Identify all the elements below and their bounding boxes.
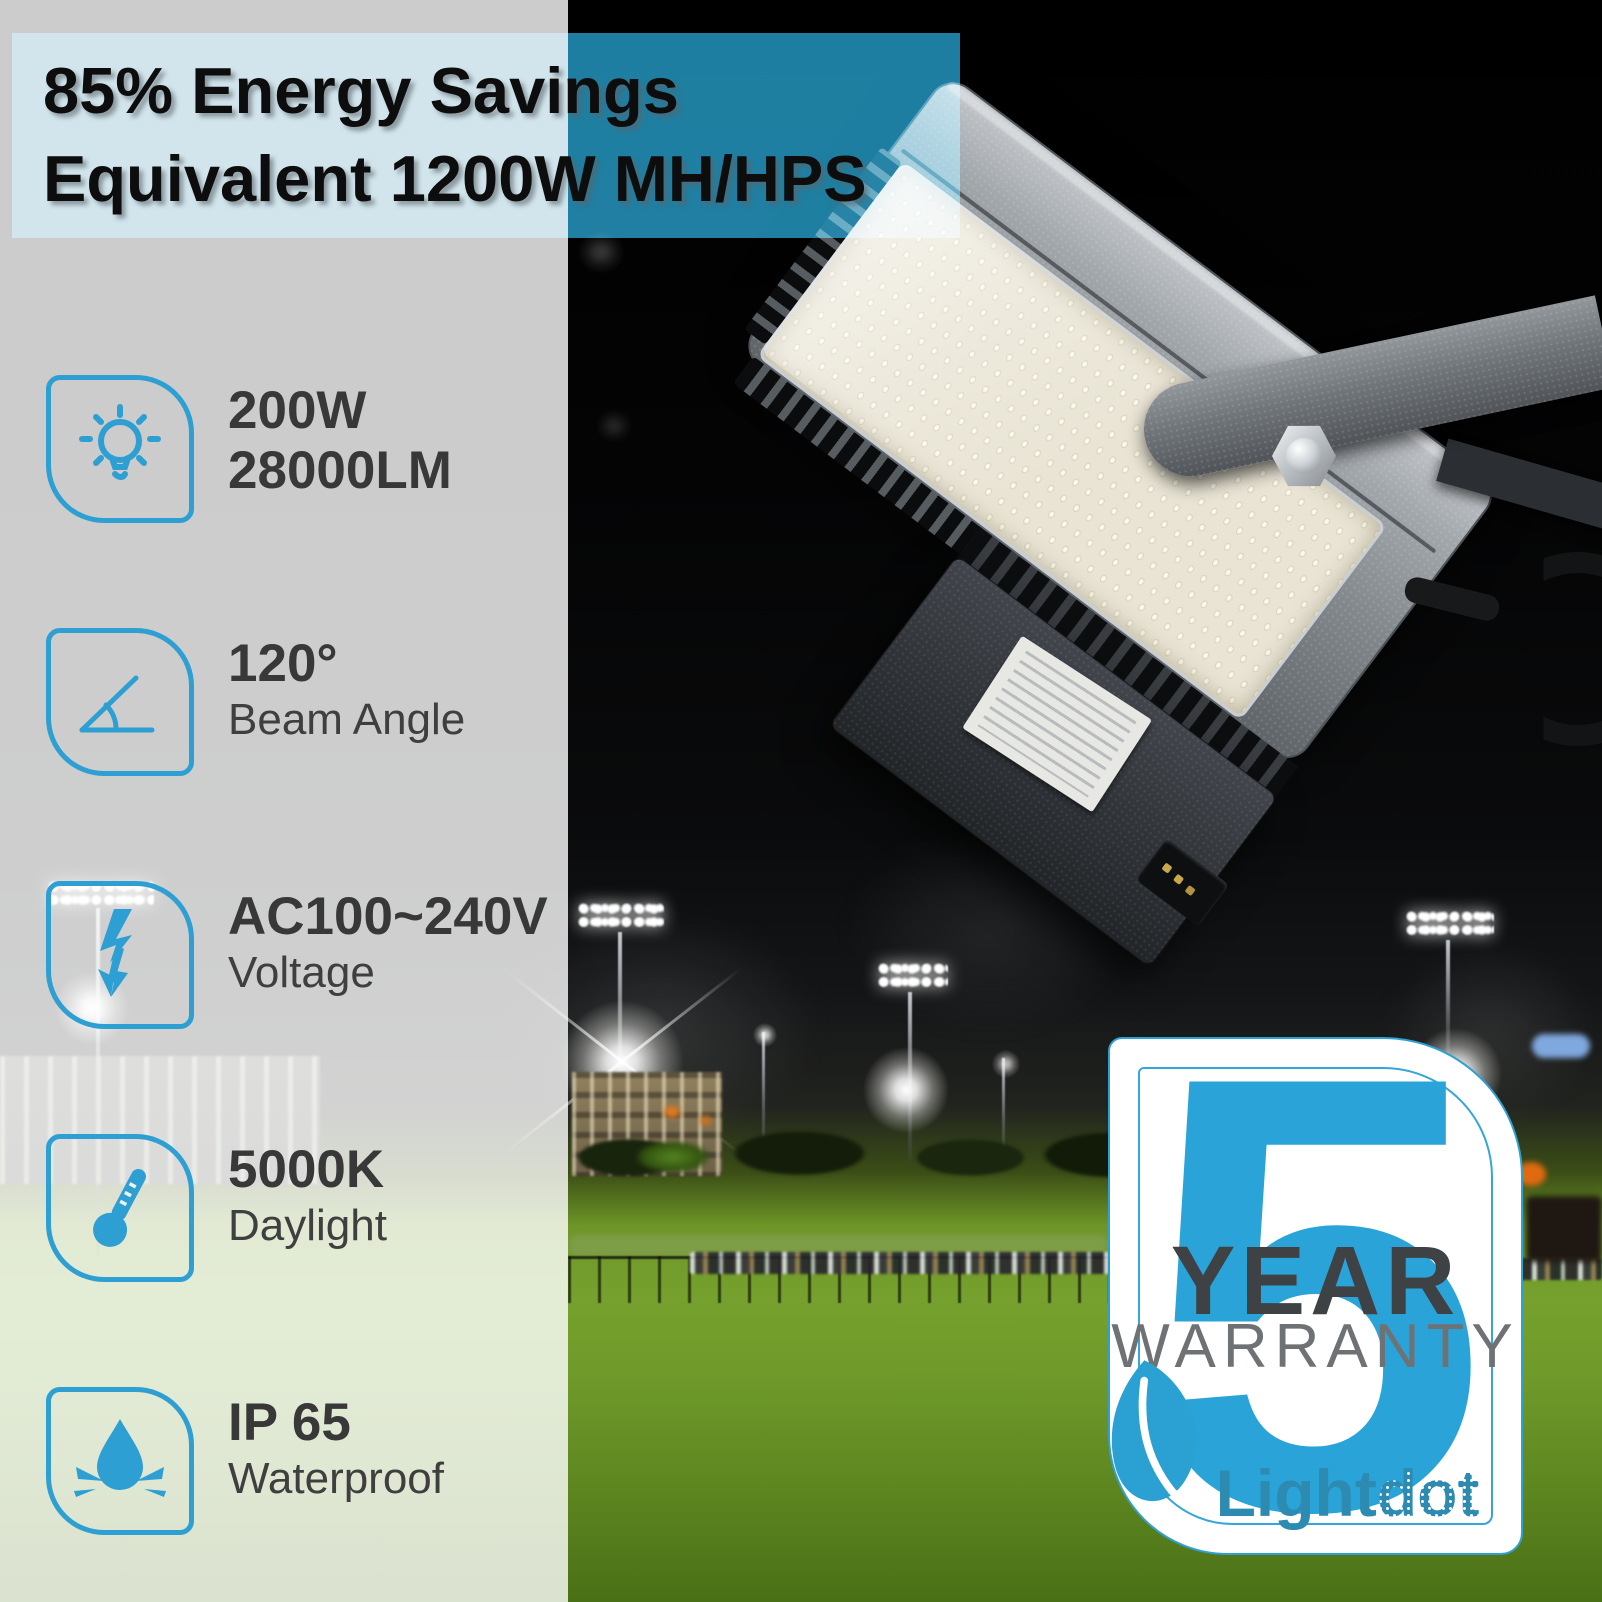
spec-title: 5000K [228, 1140, 385, 1199]
stadium-lights-cluster [1406, 910, 1494, 937]
spec-subtitle: Waterproof [228, 1454, 445, 1503]
warranty-badge: 5 YEAR WARRANTY Lightdot [1108, 948, 1523, 1602]
spec-title: 120° [228, 634, 338, 693]
bracket-bolt [1286, 438, 1322, 474]
warranty-label: WARRANTY [1111, 1312, 1520, 1381]
spec-row-color-temp: 5000K Daylight [46, 1134, 566, 1294]
path-strip [568, 1234, 1108, 1256]
light-pole [762, 1032, 765, 1162]
spec-subtitle: Daylight [228, 1201, 387, 1250]
headline-line1: 85% Energy Savings [43, 54, 679, 127]
brand-logo-dot: dot [1376, 1456, 1480, 1530]
badge-inner-border [1138, 1067, 1493, 1525]
bokeh-light [588, 402, 640, 450]
beam-angle-icon [46, 628, 194, 776]
headline-line2: Equivalent 1200W MH/HPS [43, 142, 867, 215]
stadium-lights-cluster [578, 902, 664, 929]
spec-subtitle: Beam Angle [228, 695, 466, 744]
bright-bush [634, 1140, 712, 1174]
spec-row-beam-angle: 120° Beam Angle [46, 628, 566, 788]
voltage-icon [46, 881, 194, 1029]
spec-row-power: 200W 28000LM [46, 375, 566, 535]
warranty-years-number: 5 [1143, 948, 1488, 1602]
orange-light [700, 1116, 711, 1125]
light-glow [748, 1018, 782, 1052]
headline-text: 85% Energy Savings Equivalent 1200W MH/H… [12, 33, 960, 238]
dark-structure [1526, 1196, 1602, 1262]
spec-row-waterproof: IP 65 Waterproof [46, 1387, 566, 1547]
brand-logo-light: Light [1215, 1456, 1377, 1530]
stadium-lights-cluster [878, 962, 948, 989]
brand-logo: Lightdot [1142, 1455, 1553, 1531]
warranty-year-label: YEAR [1170, 1226, 1461, 1335]
spec-subtitle: Voltage [228, 948, 375, 997]
light-pole [1002, 1058, 1005, 1162]
spec-title: AC100~240V [228, 887, 548, 946]
leaf-icon [1076, 1339, 1240, 1531]
headline-banner [12, 33, 960, 238]
orange-light [664, 1106, 680, 1118]
light-glow [986, 1044, 1026, 1084]
parked-cars-row [690, 1252, 1110, 1274]
left-info-panel [0, 0, 568, 1602]
blue-light-streak [1532, 1034, 1590, 1058]
power-cable [1543, 552, 1602, 746]
color-temp-icon [46, 1134, 194, 1282]
spec-title: IP 65 [228, 1393, 351, 1452]
spec-subtitle: 28000LM [228, 441, 452, 500]
waterproof-icon [46, 1387, 194, 1535]
spec-title: 200W [228, 381, 367, 440]
bulb-icon [46, 375, 194, 523]
spec-row-voltage: AC100~240V Voltage [46, 881, 566, 1041]
